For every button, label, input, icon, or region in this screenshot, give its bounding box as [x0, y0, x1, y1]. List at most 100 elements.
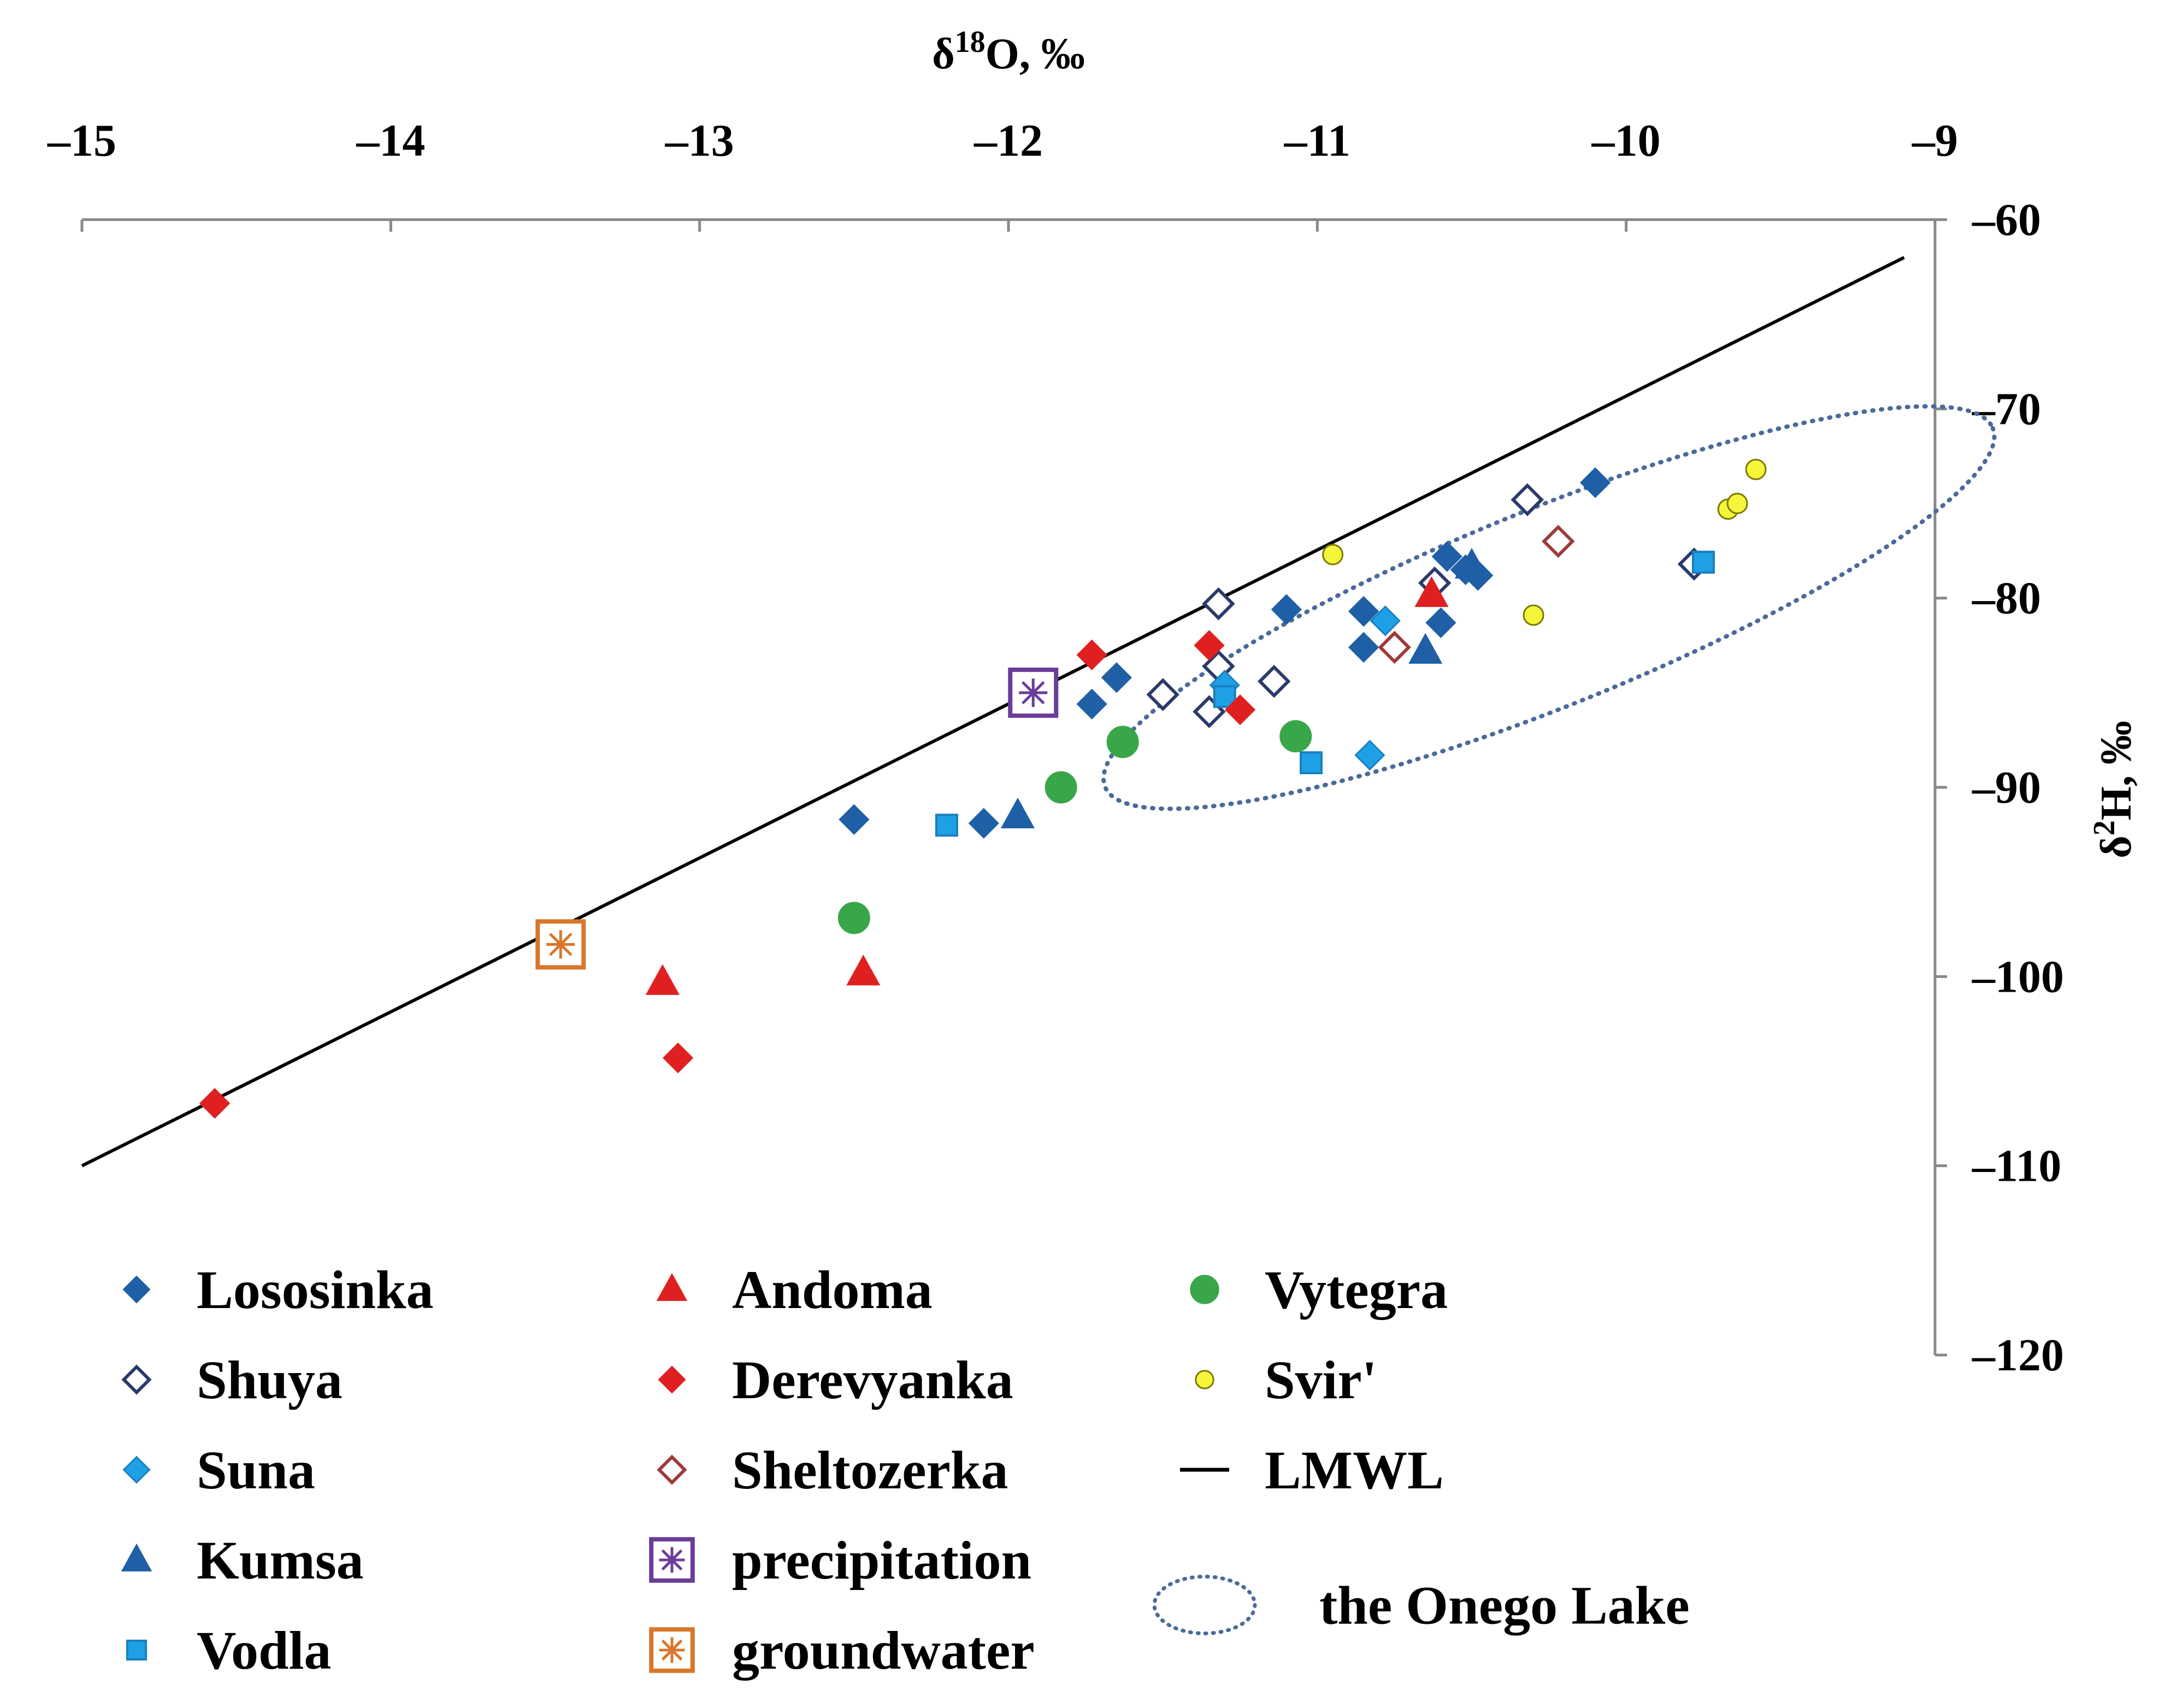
x-tick-label: –9	[1912, 115, 1958, 166]
data-point-shuya	[1146, 678, 1179, 711]
marker-shape	[1348, 632, 1379, 663]
legend-item-lososinka: Lososinka	[122, 1259, 434, 1320]
series-derevyanka	[199, 630, 1256, 1119]
data-point-lososinka	[1271, 594, 1302, 625]
legend-label: Lososinka	[197, 1259, 434, 1320]
marker-box	[649, 1627, 695, 1673]
legend-item-svir: Svir'	[1195, 1350, 1377, 1410]
chart-axes: –15 –14 –13 –12 –11 –10 –9 –60 –70 –80 –90 –100 –110…	[47, 25, 2140, 1381]
legend-marker	[121, 1543, 152, 1571]
legend-marker	[1195, 1370, 1214, 1389]
data-point-vytegra	[1045, 771, 1077, 804]
legend-marker	[658, 1365, 686, 1394]
x-tick-label: –14	[356, 115, 425, 166]
legend-item-groundwater: groundwater	[649, 1620, 1035, 1681]
marker-shape	[1146, 678, 1179, 711]
marker-shape	[122, 1456, 151, 1484]
data-point-vytegra	[1279, 720, 1312, 752]
data-point-shuya	[1511, 483, 1544, 516]
marker-shape	[1257, 664, 1291, 698]
legend-marker	[657, 1454, 687, 1485]
data-points-layer	[199, 458, 1767, 1119]
data-point-andoma	[645, 964, 680, 995]
legend-marker	[122, 1275, 151, 1304]
data-point-svir	[1726, 493, 1748, 514]
marker-shape	[1354, 740, 1385, 771]
legend-label: Kumsa	[197, 1530, 364, 1591]
marker-shape	[935, 814, 958, 837]
marker-shape	[199, 1088, 231, 1119]
data-point-lososinka	[1101, 662, 1132, 693]
marker-shape	[1370, 605, 1401, 637]
data-point-andoma	[1414, 576, 1449, 607]
marker-shape	[839, 804, 870, 835]
data-point-shuya	[1257, 664, 1291, 698]
marker-shape	[1348, 596, 1379, 627]
legend-marker	[122, 1456, 151, 1484]
legend-label: Shuya	[197, 1350, 343, 1410]
marker-star-line	[548, 933, 573, 956]
y-tick-label: –80	[1972, 573, 2041, 624]
legend-item-kumsa: Kumsa	[121, 1530, 364, 1591]
data-point-lososinka	[839, 804, 870, 835]
data-point-lososinka	[1076, 688, 1107, 720]
legend-label: Svir'	[1265, 1350, 1377, 1410]
x-tick-label: –12	[974, 115, 1043, 166]
marker-shape	[645, 964, 680, 995]
legend-item-vytegra: Vytegra	[1190, 1259, 1448, 1320]
data-point-lososinka	[968, 808, 999, 839]
data-point-precipitation	[1008, 667, 1059, 718]
legend-marker	[649, 1627, 695, 1673]
data-point-vodla	[1692, 550, 1715, 574]
marker-shape	[656, 1273, 688, 1301]
series-groundwater	[535, 919, 586, 970]
data-point-lososinka	[1580, 467, 1611, 498]
series-lososinka	[839, 467, 1611, 839]
data-point-suna	[1354, 740, 1385, 771]
marker-shape	[1692, 550, 1715, 574]
marker-shape	[1378, 631, 1411, 664]
legend-item-precipitation: precipitation	[649, 1530, 1031, 1591]
x-axis-title: δ18O, ‰	[932, 25, 1085, 78]
data-point-vodla	[935, 814, 958, 837]
data-point-derevyanka	[1194, 630, 1225, 661]
legend-label: precipitation	[732, 1530, 1031, 1591]
legend-label: groundwater	[732, 1620, 1035, 1681]
marker-shape	[1542, 525, 1575, 558]
legend-marker	[121, 1364, 152, 1395]
data-point-lososinka	[1348, 596, 1379, 627]
marker-shape	[1726, 493, 1748, 514]
series-kumsa	[1000, 547, 1489, 829]
series-vytegra	[837, 720, 1312, 934]
data-point-sheltozerka	[1542, 525, 1575, 558]
marker-shape	[846, 955, 881, 986]
legend-item-lmwl: LMWL	[1180, 1440, 1444, 1500]
marker-shape	[126, 1639, 148, 1661]
marker-shape	[1580, 467, 1611, 498]
marker-shape	[1431, 541, 1462, 572]
data-point-kumsa	[1408, 633, 1443, 664]
legend-item-sheltozerka: Sheltozerka	[657, 1440, 1008, 1500]
legend: Lososinka Shuya Suna Kumsa Vodla Andoma Derevy…	[121, 1259, 1690, 1681]
y-tick-label: –110	[1972, 1141, 2061, 1192]
legend-marker	[126, 1639, 148, 1661]
data-point-derevyanka	[662, 1043, 694, 1074]
marker-shape	[121, 1364, 152, 1395]
marker-shape	[1194, 630, 1225, 661]
legend-item-lake: the Onego Lake	[1152, 1575, 1690, 1636]
marker-shape	[1271, 594, 1302, 625]
x-tick-label: –13	[665, 115, 734, 166]
marker-star-line	[661, 1639, 683, 1661]
series-precipitation	[1008, 667, 1059, 718]
marker-shape	[1076, 639, 1107, 670]
data-point-lososinka	[1348, 632, 1379, 663]
series-sheltozerka	[1378, 525, 1575, 664]
marker-shape	[658, 1365, 686, 1394]
legend-item-vodla: Vodla	[126, 1620, 331, 1681]
marker-shape	[122, 1275, 151, 1304]
y-tick-label: –120	[1972, 1330, 2064, 1381]
onego-lake-ellipse	[1101, 404, 1997, 811]
data-point-shuya	[1202, 587, 1235, 621]
data-point-groundwater	[535, 919, 586, 970]
data-point-sheltozerka	[1378, 631, 1411, 664]
